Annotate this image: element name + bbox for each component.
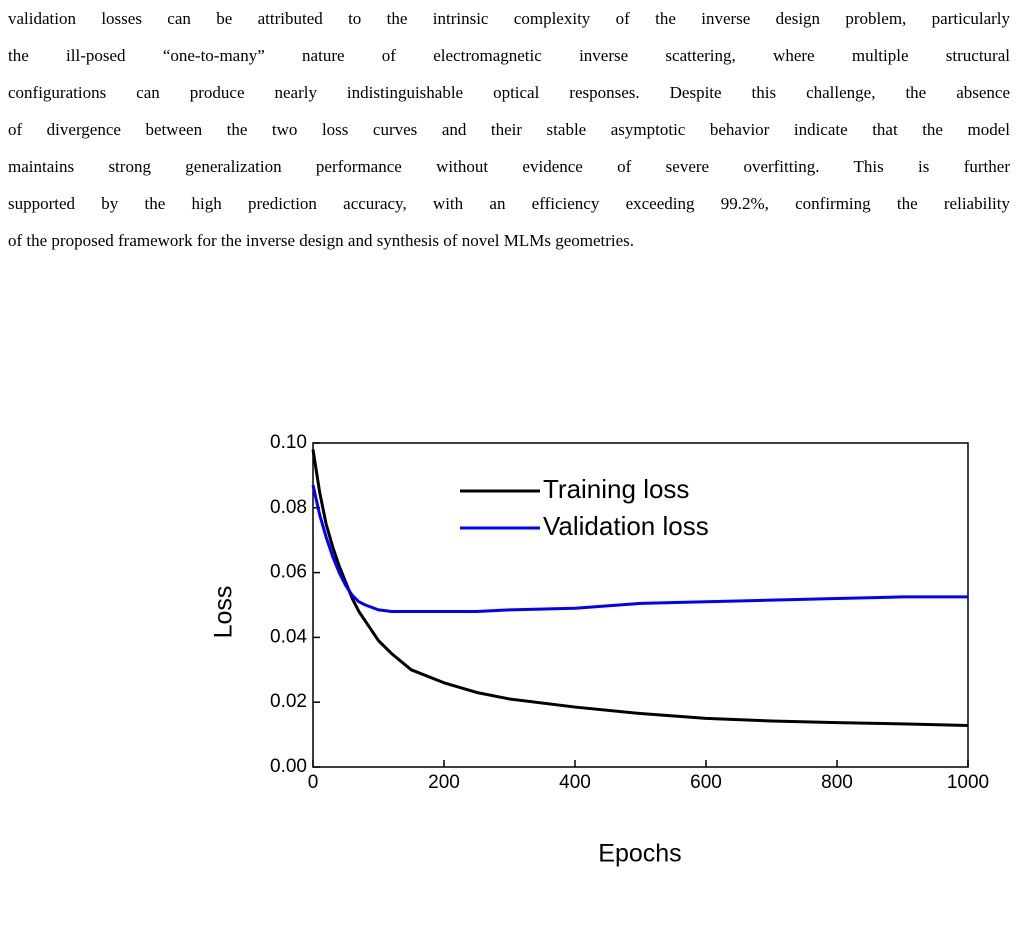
x-axis-label: Epochs — [598, 840, 681, 868]
body-text: validation losses can be attributed to t… — [8, 0, 1010, 259]
text-line: maintains strong generalization performa… — [8, 157, 1010, 176]
x-tick-label: 200 — [428, 772, 460, 793]
line-series — [311, 484, 968, 613]
text-line: of the proposed framework for the invers… — [8, 231, 635, 250]
y-tick-label: 0.06 — [270, 562, 307, 583]
text-line: supported by the high prediction accurac… — [8, 194, 1010, 213]
y-tick-label: 0.08 — [270, 497, 307, 518]
legend-label: Validation loss — [543, 511, 709, 541]
text-line: configurations can produce nearly indist… — [8, 83, 1010, 102]
x-tick-label: 800 — [821, 772, 853, 793]
line-series — [311, 449, 969, 728]
y-tick-label: 0.04 — [270, 626, 307, 647]
y-tick-label: 0.02 — [270, 691, 307, 712]
text-line: validation losses can be attributed to t… — [8, 9, 1010, 28]
x-tick-label: 1000 — [947, 772, 989, 793]
x-tick-label: 0 — [308, 772, 319, 793]
text-line: of divergence between the two loss curve… — [8, 120, 1010, 139]
y-tick-label: 0.10 — [270, 432, 307, 453]
x-tick-label: 600 — [690, 772, 722, 793]
plot-frame — [312, 442, 969, 768]
y-axis-label: Loss — [210, 586, 238, 639]
text-line: the ill-posed “one-to-many” nature of el… — [8, 46, 1010, 65]
y-tick-label: 0.00 — [270, 756, 307, 777]
x-tick-label: 400 — [559, 772, 591, 793]
legend-label: Training loss — [543, 474, 689, 504]
